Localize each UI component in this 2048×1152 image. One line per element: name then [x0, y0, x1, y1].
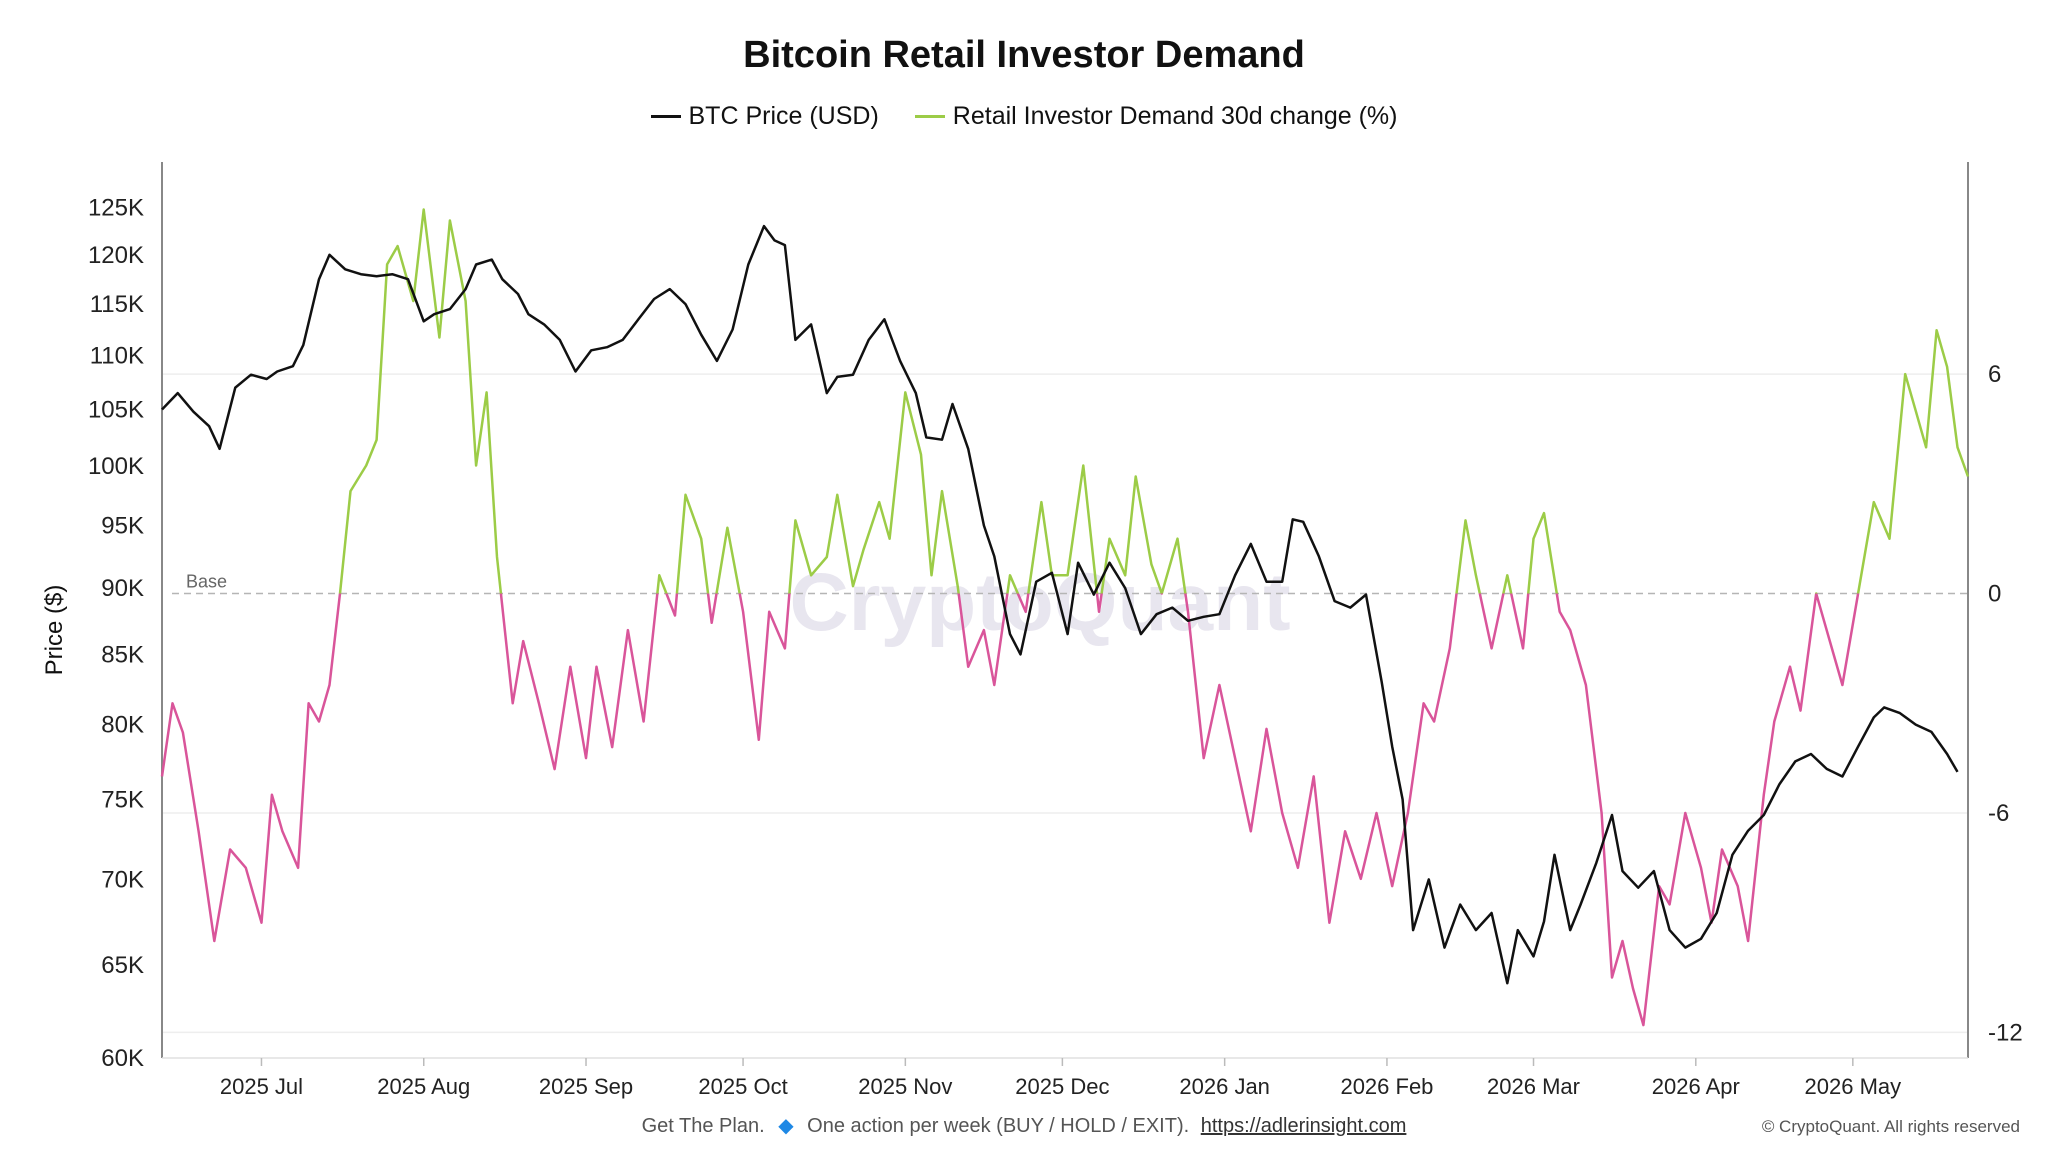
x-tick-label: 2026 Apr: [1652, 1074, 1740, 1099]
base-line-label: Base: [186, 572, 227, 592]
gridlines: [162, 373, 1968, 1034]
y-left-tick-label: 105K: [88, 396, 144, 423]
y-left-tick-label: 75K: [101, 786, 144, 813]
copyright: © CryptoQuant. All rights reserved: [1761, 1117, 2020, 1136]
legend-swatch-btc: [650, 115, 681, 118]
y-left-axis: 60K 65K 70K 75K 80K 85K 90K 95K 100K 105K 110K 115K…: [88, 194, 144, 1072]
y-right-tick-label: 0: [1988, 581, 2001, 608]
y-left-tick-label: 85K: [101, 641, 144, 668]
chart-title: Bitcoin Retail Investor Demand: [743, 34, 1305, 76]
y-left-tick-label: 115K: [90, 291, 144, 318]
footer-text: Get The Plan.: [641, 1115, 765, 1137]
x-tick-label: 2025 Oct: [698, 1074, 787, 1099]
footer: Get The Plan. ◆ One action per week (BUY…: [0, 1113, 2048, 1138]
y-left-tick-label: 110K: [90, 343, 144, 370]
y-left-tick-label: 100K: [88, 453, 144, 480]
y-left-tick-label: 125K: [88, 194, 144, 221]
legend-label-retail: Retail Investor Demand 30d change (%): [952, 102, 1398, 130]
y-right-tick-label: 6: [1988, 361, 2001, 388]
x-tick-label: 2025 Aug: [377, 1074, 470, 1099]
x-tick-label: 2025 Sep: [539, 1074, 633, 1099]
y-left-tick-label: 70K: [101, 866, 144, 893]
y-left-tick-label: 95K: [101, 512, 144, 539]
x-tick-label: 2025 Dec: [1015, 1074, 1109, 1099]
footer-text-2: One action per week (BUY / HOLD / EXIT).: [807, 1115, 1190, 1137]
chart-legend: BTC Price (USD) Retail Investor Demand 3…: [0, 102, 2048, 131]
x-axis: 2025 Jul 2025 Aug 2025 Sep 2025 Oct 2025 Nov…: [220, 1058, 1901, 1099]
y-right-axis: -12 -6 0 6: [1988, 361, 2023, 1046]
legend-swatch-retail: [914, 115, 945, 118]
y-left-tick-label: 120K: [88, 242, 144, 269]
legend-item-retail-demand[interactable]: Retail Investor Demand 30d change (%): [914, 102, 1398, 131]
axes: [161, 162, 1969, 1059]
gem-icon: ◆: [778, 1115, 794, 1137]
y-left-tick-label: 60K: [101, 1045, 144, 1072]
y-left-tick-label: 80K: [101, 712, 144, 739]
series-line-retail-demand-negative: [160, 593, 1860, 1027]
y-left-tick-label: 90K: [101, 575, 144, 602]
legend-label-btc: BTC Price (USD): [688, 102, 879, 130]
x-tick-label: 2026 Feb: [1340, 1074, 1433, 1099]
legend-item-btc-price[interactable]: BTC Price (USD): [650, 102, 879, 131]
y-left-tick-label: 65K: [101, 952, 144, 979]
watermark: CryptoQuant: [789, 557, 1290, 648]
x-tick-label: 2025 Jul: [220, 1074, 303, 1099]
x-tick-label: 2026 Mar: [1487, 1074, 1580, 1099]
x-tick-label: 2025 Nov: [858, 1074, 952, 1099]
x-tick-label: 2026 Jan: [1179, 1074, 1270, 1099]
footer-link[interactable]: https://adlerinsight.com: [1200, 1115, 1407, 1137]
x-tick-label: 2026 May: [1805, 1074, 1902, 1099]
y-right-tick-label: -12: [1988, 1019, 2023, 1046]
y-right-tick-label: -6: [1988, 800, 2009, 827]
series-line-btc-price: [161, 224, 1959, 985]
y-axis-label: Price ($): [41, 585, 68, 676]
